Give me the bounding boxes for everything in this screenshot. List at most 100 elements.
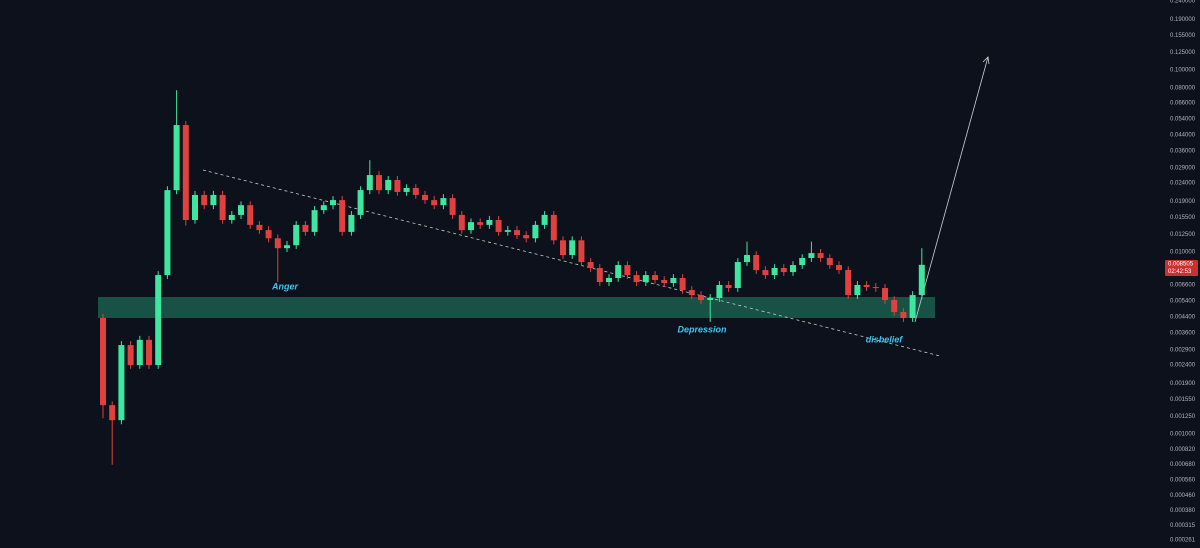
y-tick-label: 0.029000 (1170, 166, 1196, 172)
candle-body (918, 264, 925, 296)
candle-body (882, 288, 888, 300)
candle-body (449, 198, 456, 215)
candle-body (891, 299, 898, 313)
candle-body (826, 258, 833, 266)
y-tick-label: 0.001900 (1170, 381, 1196, 387)
candle-body (339, 200, 346, 232)
candle-body (532, 224, 539, 239)
last-price: 0.008505 (1168, 262, 1194, 268)
candle-body (854, 284, 861, 296)
y-tick-label: 0.190000 (1170, 17, 1196, 23)
candle-body (100, 317, 106, 406)
candle-body (504, 230, 511, 232)
y-tick-label: 0.000261 (1170, 538, 1196, 544)
candle-body (744, 255, 750, 263)
candle-body (707, 297, 714, 300)
y-tick-label: 0.066000 (1170, 101, 1196, 107)
y-tick-label: 0.240000 (1170, 0, 1196, 5)
candle-body (146, 339, 152, 366)
candle-body (495, 220, 502, 232)
candle-body (541, 214, 548, 225)
annotation: Depression (677, 324, 727, 334)
arrow-head (982, 56, 990, 65)
trendline (202, 169, 941, 357)
candle-body (661, 279, 668, 283)
y-tick-label: 0.002400 (1170, 362, 1196, 368)
candle-body (422, 194, 428, 201)
candle-body (228, 214, 235, 221)
candle-body (550, 214, 557, 241)
y-tick-label: 0.000560 (1170, 477, 1196, 483)
y-tick-label: 0.100000 (1170, 68, 1196, 74)
y-tick-label: 0.044000 (1170, 133, 1196, 139)
candle-body (716, 284, 723, 298)
candle-body (265, 230, 272, 239)
candle-body (311, 210, 318, 232)
candle-body (385, 179, 392, 191)
candle-body (320, 205, 327, 211)
y-tick-label: 0.036000 (1170, 148, 1196, 154)
candle-body (523, 235, 530, 239)
y-tick-label: 0.000380 (1170, 508, 1196, 514)
candle-body (560, 240, 566, 256)
candle-body (780, 268, 787, 273)
candle-body (284, 245, 290, 249)
candle-body (688, 290, 695, 296)
candle-body (514, 230, 520, 236)
candle-body (348, 214, 355, 232)
candle-body (633, 275, 640, 283)
candle-body (817, 253, 824, 259)
y-tick-label: 0.012500 (1170, 232, 1196, 238)
candle-body (670, 277, 677, 283)
y-tick-label: 0.004400 (1170, 314, 1196, 320)
y-tick-label: 0.002900 (1170, 347, 1196, 353)
countdown: 02:42:53 (1168, 269, 1192, 275)
candle-body (734, 262, 741, 289)
annotation: Anger (271, 281, 299, 291)
candle-body (836, 265, 842, 271)
candle-body (366, 175, 373, 191)
candle-body (652, 275, 658, 280)
y-tick-label: 0.001550 (1170, 397, 1196, 403)
y-tick-label: 0.010000 (1170, 250, 1196, 256)
candle-body (219, 194, 226, 221)
candles (100, 90, 925, 465)
candle-body (771, 268, 778, 276)
y-tick-label: 0.125000 (1170, 50, 1196, 56)
candle-body (458, 214, 465, 231)
candle-body (127, 345, 134, 366)
candle-body (118, 345, 125, 421)
candle-body (357, 190, 364, 215)
y-tick-label: 0.024000 (1170, 180, 1196, 186)
support-zone (98, 297, 935, 318)
y-tick-label: 0.000680 (1170, 462, 1196, 468)
candle-body (274, 238, 281, 249)
candle-body (845, 270, 852, 296)
candle-body (155, 275, 162, 366)
candle-body (394, 179, 401, 192)
candle-body (210, 194, 217, 206)
candle-body (790, 265, 796, 273)
annotation: disbelief (866, 334, 904, 344)
candle-body (440, 198, 447, 206)
candle-body (109, 405, 116, 421)
y-tick-label: 0.000820 (1170, 447, 1196, 453)
y-tick-label: 0.005400 (1170, 298, 1196, 304)
y-tick-label: 0.080000 (1170, 85, 1196, 91)
y-tick-label: 0.000315 (1170, 523, 1196, 529)
candle-body (753, 255, 760, 271)
candle-body (486, 220, 493, 225)
y-tick-label: 0.054000 (1170, 116, 1196, 122)
candle-body (302, 224, 309, 232)
candle-body (431, 200, 438, 206)
candle-body (192, 194, 198, 221)
candle-body (330, 200, 336, 206)
candle-body (808, 253, 815, 259)
y-tick-label: 0.001000 (1170, 432, 1196, 438)
candle-body (569, 240, 576, 256)
candle-body (596, 268, 603, 283)
candle-body (762, 270, 769, 276)
candle-body (606, 277, 612, 283)
candle-body (182, 125, 189, 221)
